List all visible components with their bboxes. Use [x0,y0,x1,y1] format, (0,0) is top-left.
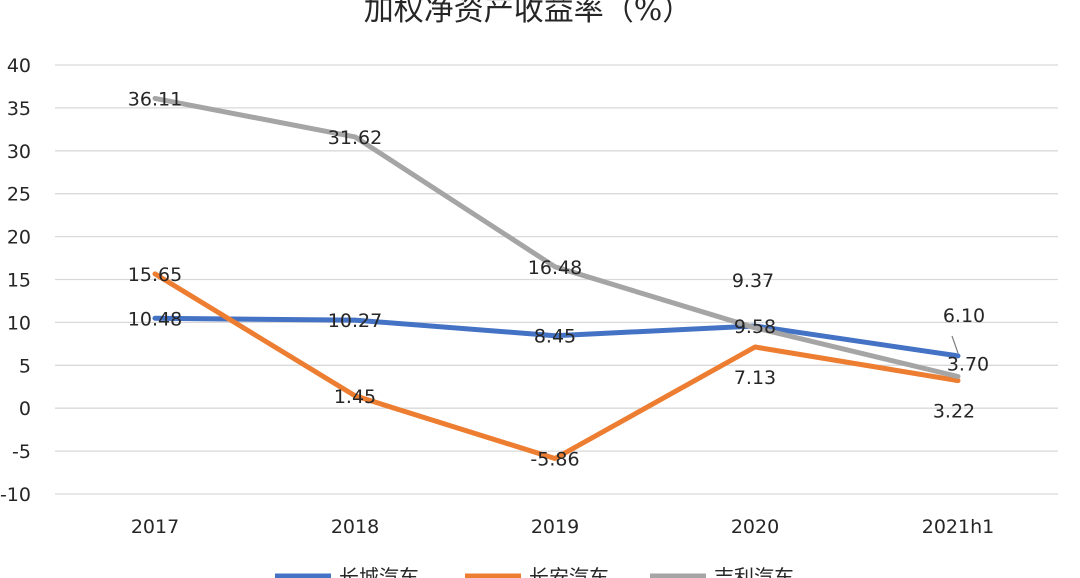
data-label: 1.45 [334,386,376,408]
y-tick-label: 5 [19,355,31,377]
data-label: 10.27 [328,310,382,332]
y-tick-label: 35 [7,98,31,120]
x-axis: 2017 2018 2019 2020 2021h1 [131,516,994,538]
gridlines [55,64,1058,495]
chart-title: 加权净资产收益率（%） [364,0,693,28]
x-tick-label: 2017 [131,516,179,538]
legend-label: 长安汽车 [529,565,609,578]
data-label: 9.37 [732,270,774,292]
y-tick-label: 20 [7,227,31,249]
y-tick-label: -10 [0,484,31,506]
y-tick-label: 40 [7,55,31,77]
data-label: 8.45 [534,326,576,348]
leader-line [951,335,959,354]
y-tick-label: 15 [7,270,31,292]
data-label: 10.48 [128,308,182,330]
y-tick-label: -5 [12,441,31,463]
legend: 长城汽车 长安汽车 吉利汽车 [275,565,794,578]
data-label: 3.70 [947,353,989,375]
y-axis: 40 35 30 25 20 15 10 5 0 -5 -10 [0,55,31,506]
y-tick-label: 30 [7,141,31,163]
legend-label: 吉利汽车 [714,565,794,578]
data-label: 15.65 [128,264,182,286]
series-line-2 [152,95,961,379]
data-labels: 10.48 10.27 8.45 9.58 6.10 15.65 1.45 -5.86 7.13… [128,88,989,470]
data-label: -5.86 [530,448,579,470]
data-label: 3.22 [933,401,975,423]
data-label: 9.58 [734,316,776,338]
x-tick-label: 2018 [331,516,379,538]
series-line-0 [152,315,961,359]
x-tick-label: 2019 [531,516,579,538]
data-label: 31.62 [328,127,382,149]
legend-label: 长城汽车 [339,565,419,578]
data-label: 7.13 [734,367,776,389]
data-label: 36.11 [128,88,182,110]
x-tick-label: 2021h1 [922,516,994,538]
series-line-1 [152,271,961,461]
y-tick-label: 10 [7,312,31,334]
y-tick-label: 25 [7,184,31,206]
data-label: 6.10 [943,305,985,327]
series-lines [152,95,961,461]
y-tick-label: 0 [19,398,31,420]
data-label: 16.48 [528,257,582,279]
x-tick-label: 2020 [731,516,779,538]
